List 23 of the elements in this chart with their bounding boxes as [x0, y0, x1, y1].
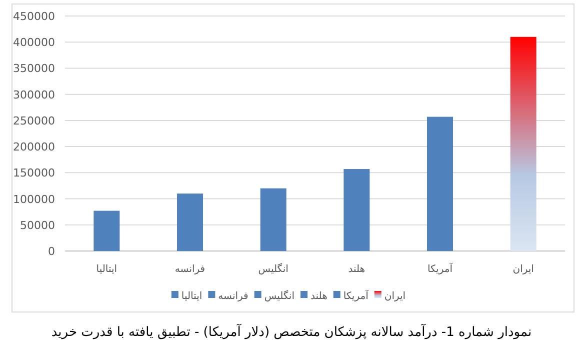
x-tick-label: ایران: [512, 264, 534, 275]
y-tick-label: 450000: [13, 10, 55, 23]
legend-label: فرانسه: [218, 291, 249, 302]
y-tick-label: 150000: [13, 166, 55, 180]
y-tick-label: 350000: [13, 62, 55, 76]
y-tick-label: 200000: [13, 140, 55, 154]
y-tick-label: 300000: [13, 88, 55, 102]
legend-label: آمریکا: [343, 289, 370, 302]
text: نمودار شماره 1- درآمد سالانه پزشکان متخصص (دلار آمریکا) - تطبیق یافته با قدرت خرید: [51, 323, 532, 340]
y-tick-label: 400000: [13, 36, 55, 50]
x-tick-label: هلند: [348, 264, 366, 275]
x-tick-label: فرانسه: [174, 264, 206, 275]
legend-label: ایران: [384, 291, 406, 302]
x-tick-label: ایتالیا: [96, 264, 118, 275]
y-tick-label: 50000: [20, 218, 55, 232]
legend-label: هلند: [310, 291, 328, 302]
y-tick-label: 0: [48, 245, 55, 258]
y-tick-label: 250000: [13, 114, 55, 128]
legend-label: انگلیس: [264, 290, 294, 302]
y-tick-label: 100000: [13, 192, 55, 206]
legend-label: ایتالیا: [181, 291, 202, 302]
x-tick-label: آمریکا: [427, 262, 454, 275]
x-tick-label: انگلیس: [258, 263, 288, 275]
